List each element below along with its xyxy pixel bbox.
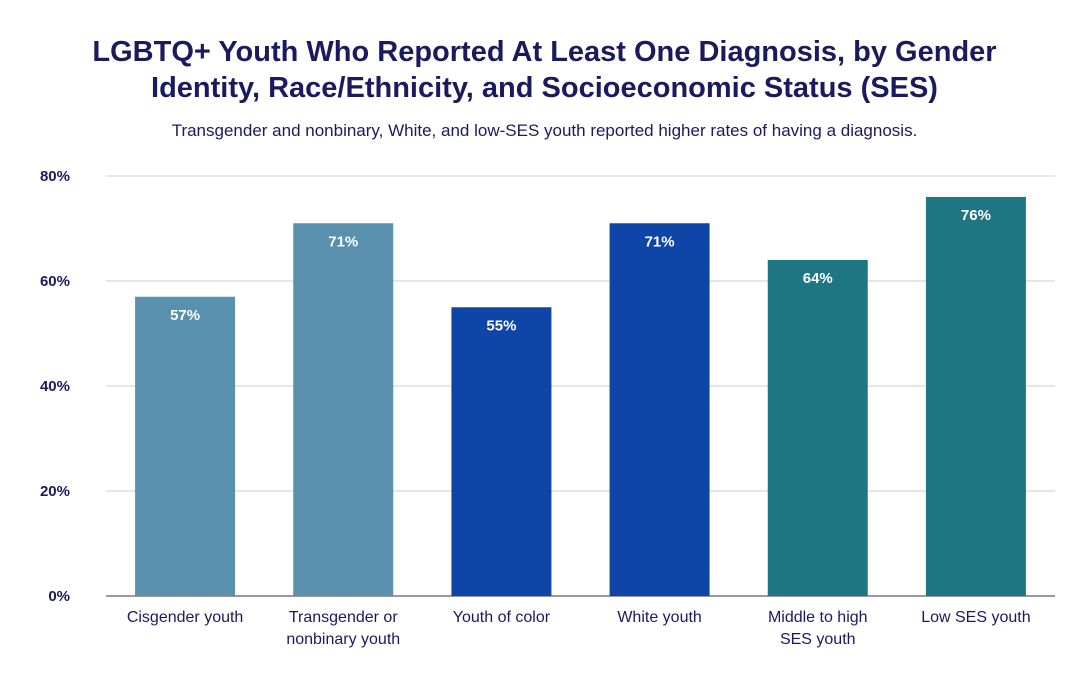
chart-title: LGBTQ+ Youth Who Reported At Least One D… xyxy=(0,34,1089,106)
data-label: 57% xyxy=(170,307,200,324)
bar xyxy=(767,260,868,596)
y-tick-label: 80% xyxy=(40,168,70,185)
x-tick-label: nonbinary youth xyxy=(286,631,400,648)
x-tick-label: SES youth xyxy=(780,631,856,648)
chart-title-line-2: Identity, Race/Ethnicity, and Socioecono… xyxy=(151,72,938,104)
data-label: 64% xyxy=(803,270,833,287)
x-tick-label: Cisgender youth xyxy=(127,609,244,626)
data-labels: 57% 71% 55% 71% 64% 76% xyxy=(170,207,991,334)
bar xyxy=(293,223,394,596)
x-axis: Cisgender youth Transgender or nonbinary y… xyxy=(127,609,1031,648)
x-tick-label: Low SES youth xyxy=(921,609,1030,626)
bar xyxy=(451,307,552,596)
chart-title-line-1: LGBTQ+ Youth Who Reported At Least One D… xyxy=(92,36,997,68)
bar xyxy=(609,223,710,596)
data-label: 76% xyxy=(961,207,991,224)
data-label: 71% xyxy=(328,233,358,250)
y-tick-label: 0% xyxy=(48,588,70,605)
bars xyxy=(135,197,1026,596)
x-tick-label: White youth xyxy=(617,609,701,626)
y-axis: 0% 20% 40% 60% 80% xyxy=(40,168,70,605)
x-tick-label: Youth of color xyxy=(453,609,551,626)
x-tick-label: Middle to high xyxy=(768,609,868,626)
gridlines xyxy=(106,175,1055,597)
y-tick-label: 40% xyxy=(40,378,70,395)
bar xyxy=(925,197,1026,596)
bar xyxy=(135,296,236,596)
data-label: 71% xyxy=(645,233,675,250)
x-tick-label: Transgender or xyxy=(289,609,398,626)
data-label: 55% xyxy=(486,317,516,334)
y-tick-label: 60% xyxy=(40,273,70,290)
y-tick-label: 20% xyxy=(40,483,70,500)
chart-subtitle: Transgender and nonbinary, White, and lo… xyxy=(171,121,918,140)
